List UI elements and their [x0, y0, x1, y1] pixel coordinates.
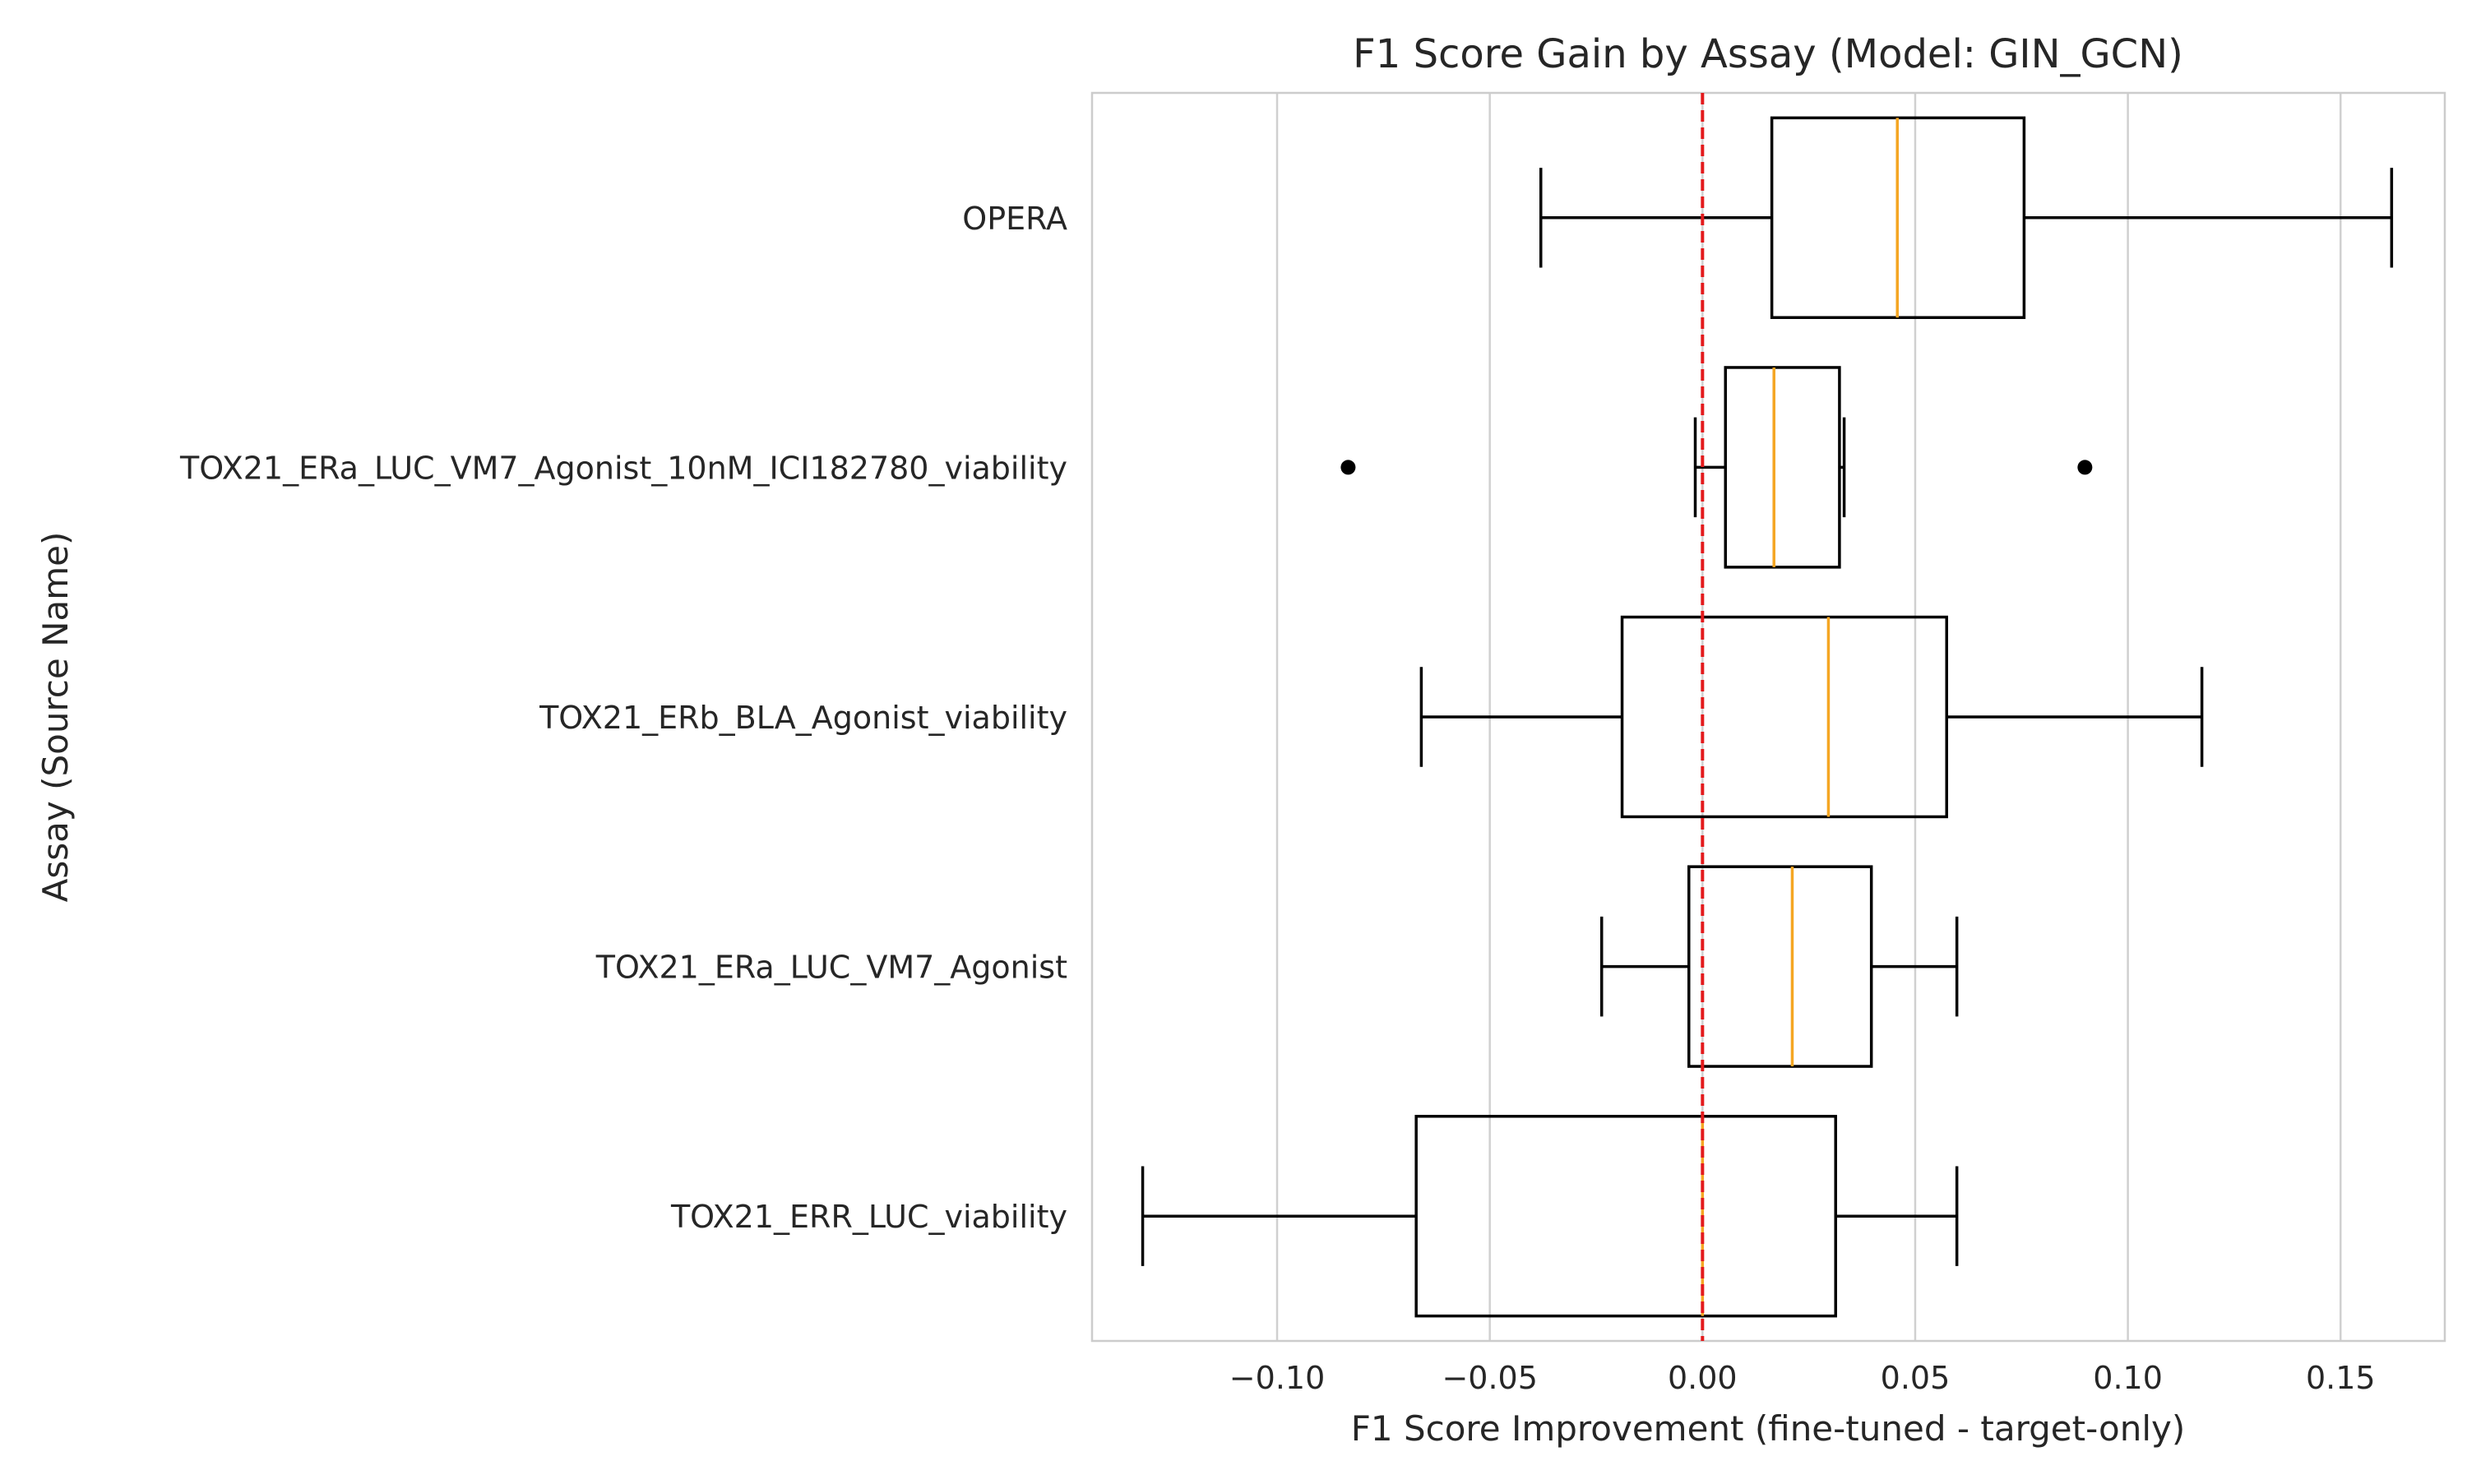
- x-tick-label: 0.05: [1881, 1360, 1951, 1396]
- category-label-layer: OPERA TOX21_ERa_LUC_VM7_Agonist_10nM_ICI1…: [179, 201, 1067, 1235]
- y-axis-label: Assay (Source Name): [35, 532, 76, 903]
- category-label: OPERA: [962, 201, 1067, 237]
- category-label: TOX21_ERa_LUC_VM7_Agonist_10nM_ICI182780…: [179, 450, 1067, 486]
- outlier-point: [1340, 460, 1356, 475]
- box-2: [1419, 615, 2204, 819]
- category-label: TOX21_ERb_BLA_Agonist_viability: [539, 700, 1067, 736]
- box-iqr: [1724, 366, 1841, 569]
- box-3: [1599, 865, 1959, 1068]
- x-tick-label: 0.00: [1668, 1360, 1738, 1396]
- plot-frame: [1090, 91, 2446, 1343]
- x-axis-label: F1 Score Improvement (fine-tuned - targe…: [1351, 1408, 2185, 1449]
- chart-title: F1 Score Gain by Assay (Model: GIN_GCN): [1353, 31, 2183, 77]
- box-iqr: [1414, 1115, 1837, 1318]
- box-4: [1141, 1115, 1959, 1318]
- box-iqr: [1687, 865, 1873, 1068]
- category-label: TOX21_ERR_LUC_viability: [670, 1199, 1067, 1235]
- box-0: [1539, 116, 2394, 319]
- box-layer: [1141, 116, 2394, 1318]
- box-1: [1340, 366, 2093, 569]
- outlier-point: [2077, 460, 2093, 475]
- x-tick-label: 0.15: [2306, 1360, 2376, 1396]
- x-tick-label: 0.10: [2093, 1360, 2163, 1396]
- tick-layer: −0.10 −0.05 0.00 0.05 0.10 0.15: [1229, 1360, 2376, 1396]
- x-tick-label: −0.10: [1229, 1360, 1325, 1396]
- x-tick-label: −0.05: [1442, 1360, 1537, 1396]
- box-iqr: [1620, 615, 1948, 819]
- category-label: TOX21_ERa_LUC_VM7_Agonist: [595, 950, 1067, 986]
